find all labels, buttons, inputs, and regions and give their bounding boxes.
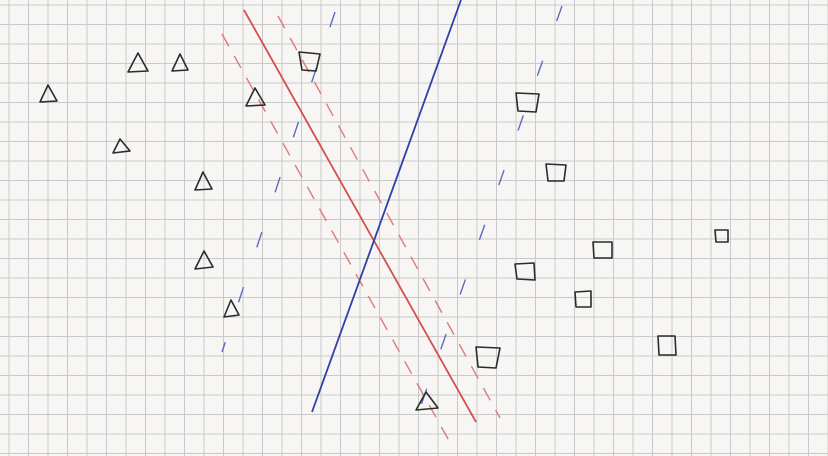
triangle-point — [223, 299, 240, 318]
triangle-point — [112, 138, 131, 154]
square-point — [574, 290, 592, 308]
square-point — [298, 51, 321, 72]
triangle-point — [415, 391, 439, 411]
triangle-point — [39, 84, 58, 103]
triangle-point — [171, 53, 189, 72]
triangle-point — [194, 250, 214, 270]
triangle-points — [39, 52, 439, 411]
square-point — [514, 262, 536, 281]
red-separating-line — [243, 9, 477, 423]
square-points — [298, 51, 729, 369]
square-point — [475, 346, 501, 369]
square-point — [592, 241, 613, 259]
square-point — [657, 335, 677, 356]
square-point — [714, 229, 729, 243]
red-margin-left — [221, 33, 453, 447]
red-margin-right — [277, 15, 501, 419]
separating-lines — [243, 0, 477, 423]
blue-separating-line — [311, 0, 462, 413]
triangle-point — [127, 52, 149, 73]
triangle-point — [194, 171, 213, 191]
square-point — [515, 92, 540, 113]
triangle-point — [245, 87, 266, 107]
square-point — [545, 163, 567, 182]
